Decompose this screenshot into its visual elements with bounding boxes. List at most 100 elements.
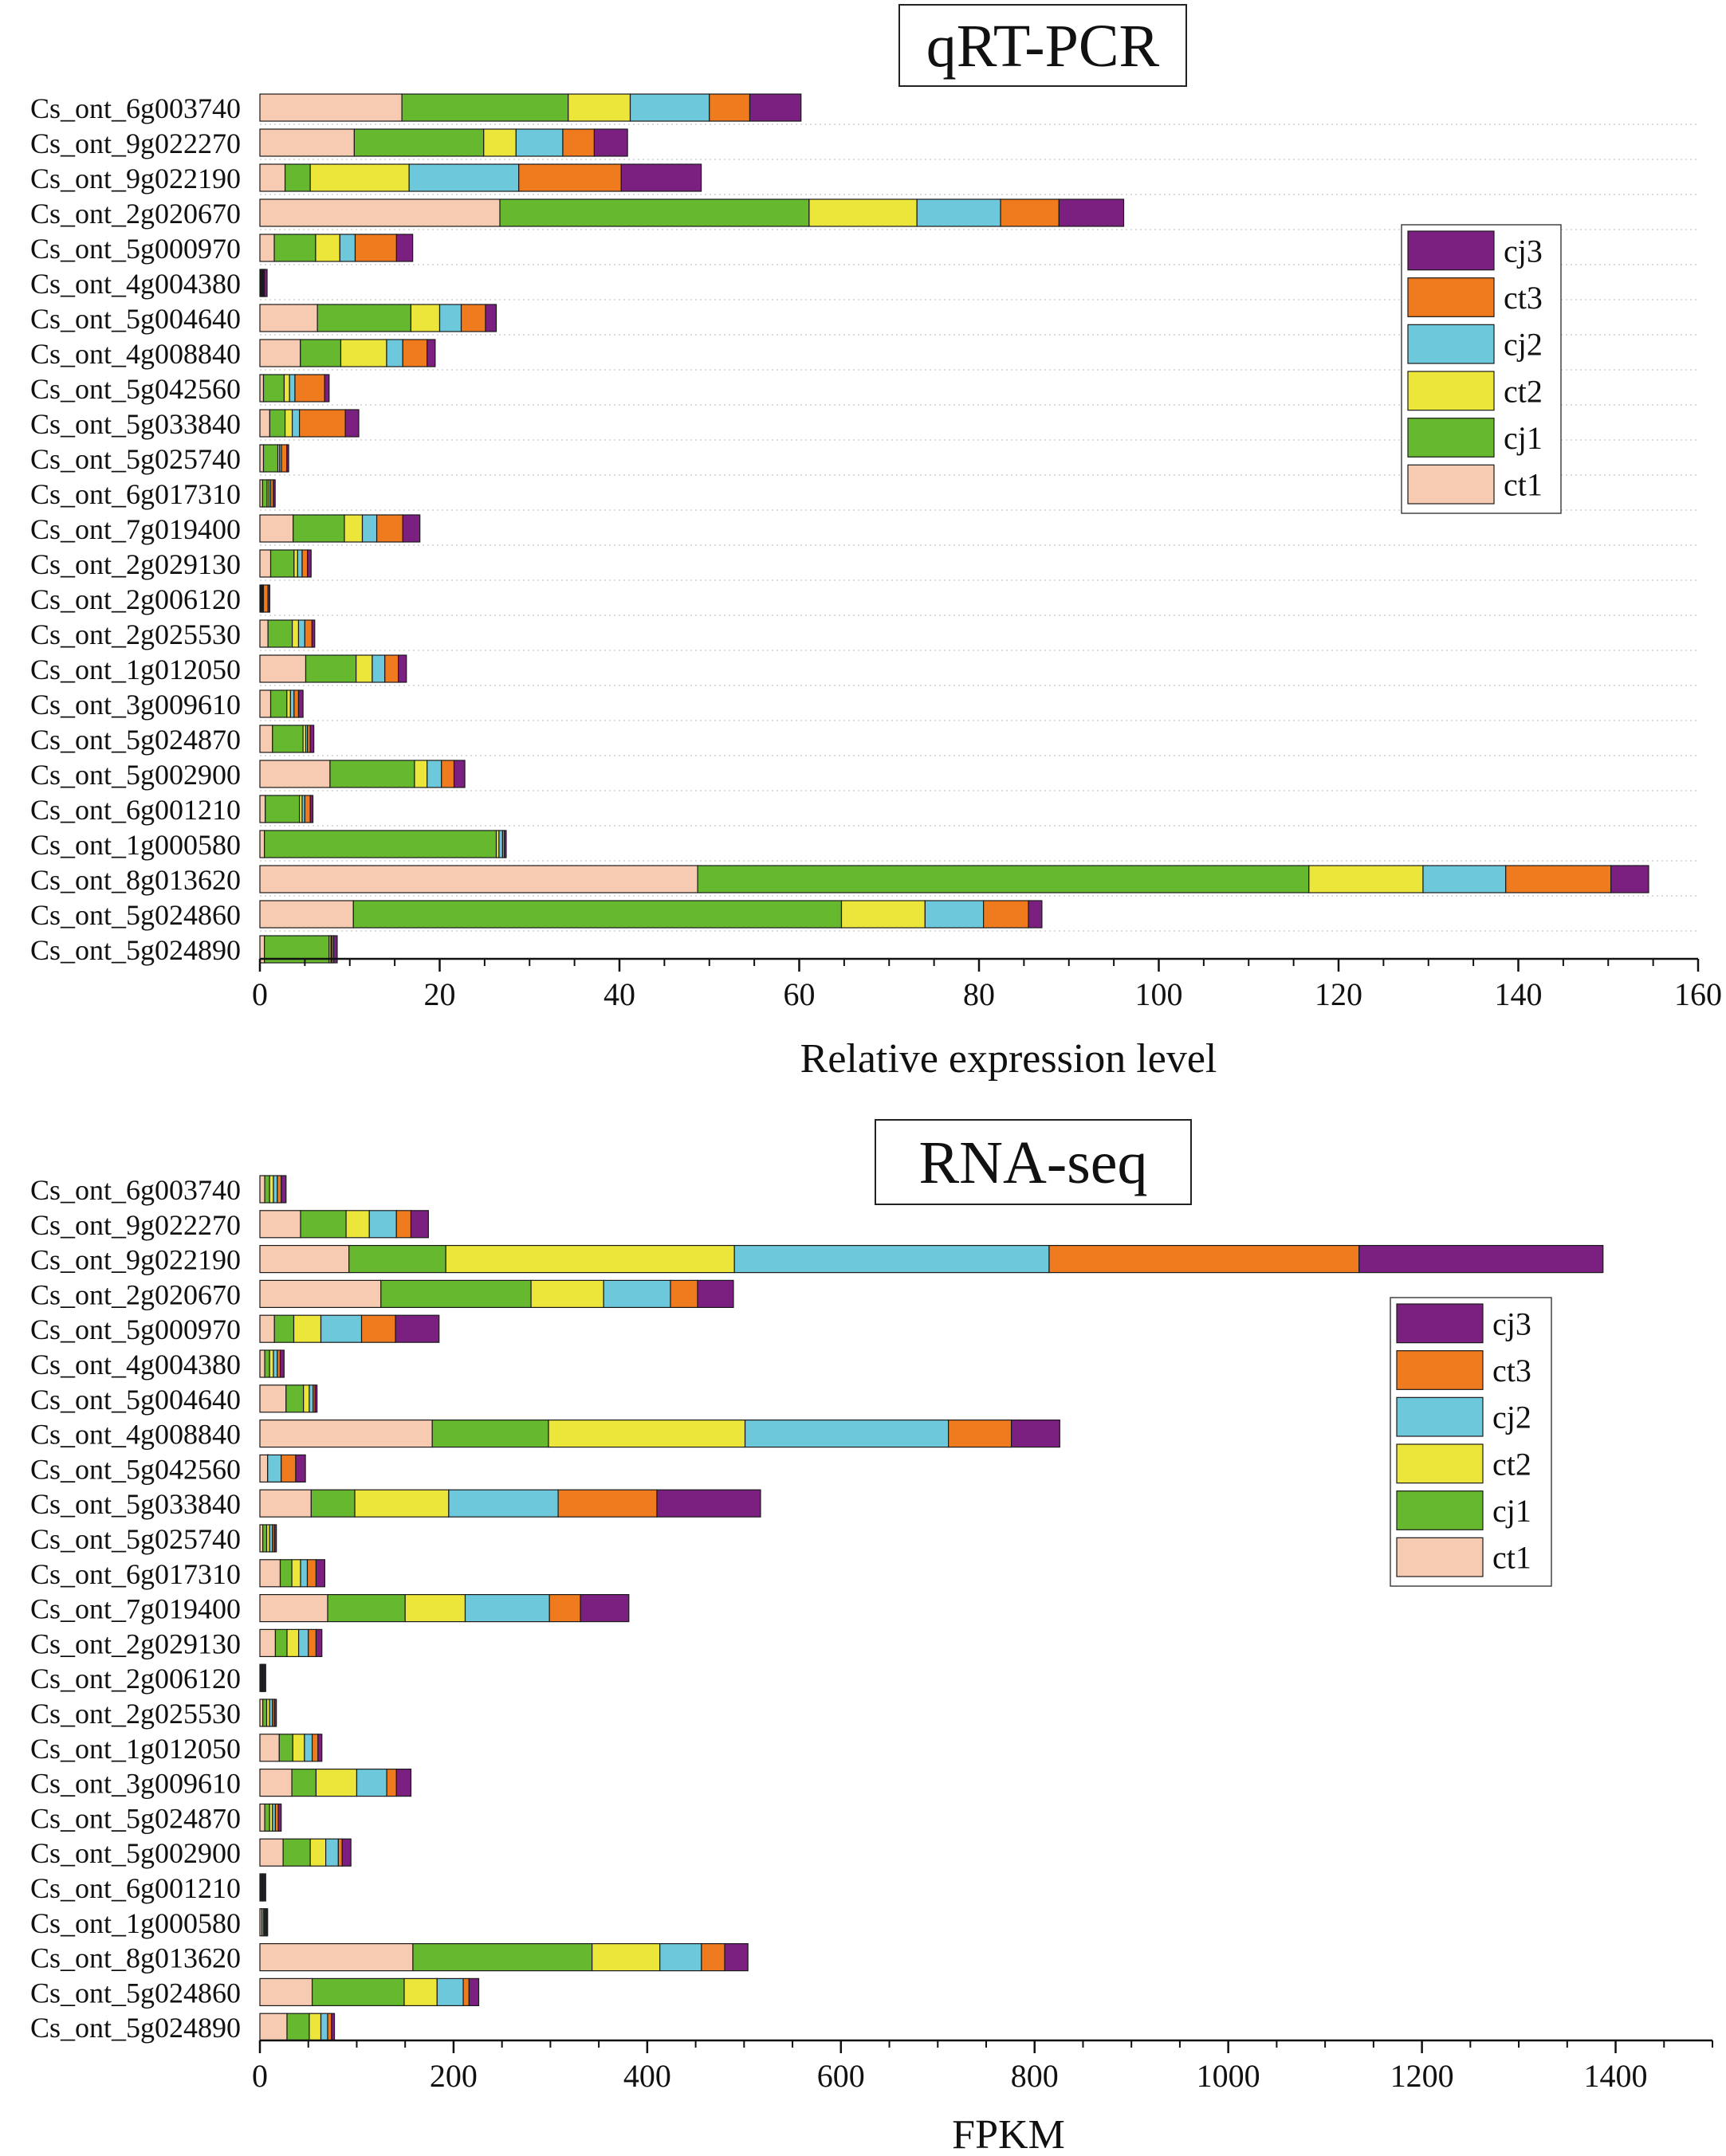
- bar-row-cs-ont-5g025740: [259, 444, 289, 473]
- gene-label: Cs_ont_5g024860: [30, 899, 241, 931]
- gene-label: Cs_ont_6g003740: [30, 92, 241, 124]
- legend-label-cj3: cj3: [1492, 1306, 1531, 1341]
- bar-row-cs-ont-5g042560: [259, 1454, 306, 1483]
- bar-segment-ct1: [259, 234, 275, 262]
- bar-segment-cj2: [372, 654, 386, 683]
- bar-row-cs-ont-4g008840: [259, 339, 436, 367]
- bar-segment-ct3: [1505, 865, 1612, 893]
- legend-label-ct3: ct3: [1504, 280, 1543, 316]
- bar-segment-cj1: [286, 2013, 310, 2041]
- gene-label: Cs_ont_8g013620: [30, 864, 241, 896]
- bar-segment-cj2: [629, 93, 710, 122]
- gene-label: Cs_ont_5g024890: [30, 2012, 241, 2044]
- bar-segment-cj3: [749, 93, 802, 122]
- bar-segment-ct1: [259, 198, 501, 227]
- bar-segment-cj1: [264, 830, 497, 858]
- bar-segment-ct1: [259, 1943, 414, 1972]
- gene-label: Cs_ont_5g004640: [30, 1384, 241, 1416]
- bar-segment-ct1: [259, 830, 265, 858]
- bar-segment-cj3: [297, 689, 304, 718]
- legend-label-ct1: ct1: [1492, 1540, 1531, 1576]
- bar-segment-ct1: [259, 339, 301, 367]
- bar-segment-cj2: [744, 1419, 949, 1448]
- bar-segment-ct2: [291, 1559, 301, 1588]
- bar-segment-cj2: [324, 1838, 339, 1867]
- bar-segment-cj1: [697, 865, 1310, 893]
- gene-label: Cs_ont_5g024870: [30, 1802, 241, 1834]
- bar-segment-ct2: [483, 128, 517, 157]
- bar-row-cs-ont-1g012050: [259, 1734, 323, 1762]
- bar-row-cs-ont-4g008840: [259, 1419, 1060, 1448]
- bar-segment-cj2: [339, 234, 356, 262]
- bar-row-cs-ont-6g001210: [259, 1873, 266, 1902]
- gene-label: Cs_ont_5g002900: [30, 759, 241, 791]
- bar-row-cs-ont-5g002900: [259, 760, 466, 788]
- bar-segment-cj2: [267, 1454, 282, 1483]
- bar-row-cs-ont-2g020670: [259, 1279, 734, 1309]
- bar-row-cs-ont-5g024870: [259, 1803, 282, 1832]
- bar-segment-ct3: [562, 128, 596, 157]
- bar-segment-cj1: [300, 1210, 347, 1239]
- bar-segment-cj1: [264, 1349, 270, 1378]
- bar-segment-cj3: [1028, 900, 1043, 929]
- x-tick-label: 140: [1495, 976, 1543, 1012]
- bar-row-cs-ont-5g000970: [259, 1314, 440, 1343]
- bar-segment-cj2: [291, 409, 301, 438]
- bar-row-cs-ont-6g001210: [259, 795, 314, 823]
- bar-segment-cj3: [1610, 865, 1649, 893]
- bar-segment-cj3: [324, 374, 330, 403]
- bar-row-cs-ont-3g009610: [259, 1769, 412, 1797]
- bar-segment-cj3: [395, 234, 414, 262]
- bar-segment-ct1: [259, 1279, 382, 1309]
- bar-segment-cj1: [327, 1593, 406, 1623]
- bar-segment-ct2: [414, 760, 428, 788]
- bar-segment-cj1: [316, 304, 412, 332]
- legend-swatch-ct2: [1407, 371, 1495, 411]
- bar-segment-ct2: [283, 374, 290, 403]
- gene-label: Cs_ont_9g022190: [30, 163, 241, 194]
- bar-segment-ct3: [709, 93, 751, 122]
- x-tick-label: 0: [252, 2058, 268, 2094]
- gene-label: Cs_ont_5g024860: [30, 1977, 241, 2009]
- bar-segment-ct3: [281, 1454, 297, 1483]
- rna-seq-x-axis-label: FPKM: [952, 2112, 1065, 2152]
- bar-segment-ct3: [402, 339, 428, 367]
- bar-segment-ct3: [441, 760, 455, 788]
- x-tick-label: 1000: [1197, 2058, 1260, 2094]
- legend-label-ct1: ct1: [1504, 467, 1543, 503]
- bar-segment-cj2: [289, 689, 295, 718]
- bar-segment-ct1: [259, 1593, 328, 1623]
- bar-segment-ct3: [395, 1210, 412, 1239]
- gene-label: Cs_ont_5g000970: [30, 233, 241, 265]
- bar-segment-ct2: [293, 1314, 322, 1343]
- gene-label: Cs_ont_3g009610: [30, 1768, 241, 1800]
- legend-swatch-ct3: [1407, 277, 1495, 317]
- bar-segment-cj1: [329, 760, 415, 788]
- bar-segment-ct2: [354, 1489, 450, 1518]
- bar-segment-ct2: [568, 93, 631, 122]
- bar-segment-cj1: [264, 1803, 270, 1832]
- gene-label: Cs_ont_2g020670: [30, 198, 241, 230]
- legend-swatch-ct1: [1396, 1537, 1484, 1577]
- gene-label: Cs_ont_4g004380: [30, 268, 241, 300]
- bar-segment-ct1: [259, 93, 403, 122]
- x-tick-label: 400: [623, 2058, 671, 2094]
- bar-segment-cj2: [659, 1943, 702, 1972]
- bar-segment-cj1: [380, 1279, 532, 1309]
- bar-segment-ct1: [259, 1628, 277, 1658]
- bar-segment-cj3: [344, 409, 360, 438]
- bar-segment-ct3: [354, 234, 397, 262]
- bar-segment-cj1: [269, 689, 288, 718]
- legend-label-ct2: ct2: [1492, 1446, 1531, 1482]
- bar-row-cs-ont-2g025530: [259, 619, 316, 648]
- bar-segment-cj2: [438, 304, 462, 332]
- gene-label: Cs_ont_5g033840: [30, 408, 241, 440]
- bar-segment-ct1: [259, 865, 698, 893]
- bar-segment-cj1: [273, 1314, 295, 1343]
- bar-row-cs-ont-9g022270: [259, 128, 628, 157]
- bar-segment-cj3: [580, 1593, 630, 1623]
- bar-segment-ct1: [259, 654, 307, 683]
- gene-label: Cs_ont_5g004640: [30, 303, 241, 335]
- bar-segment-cj3: [273, 479, 276, 508]
